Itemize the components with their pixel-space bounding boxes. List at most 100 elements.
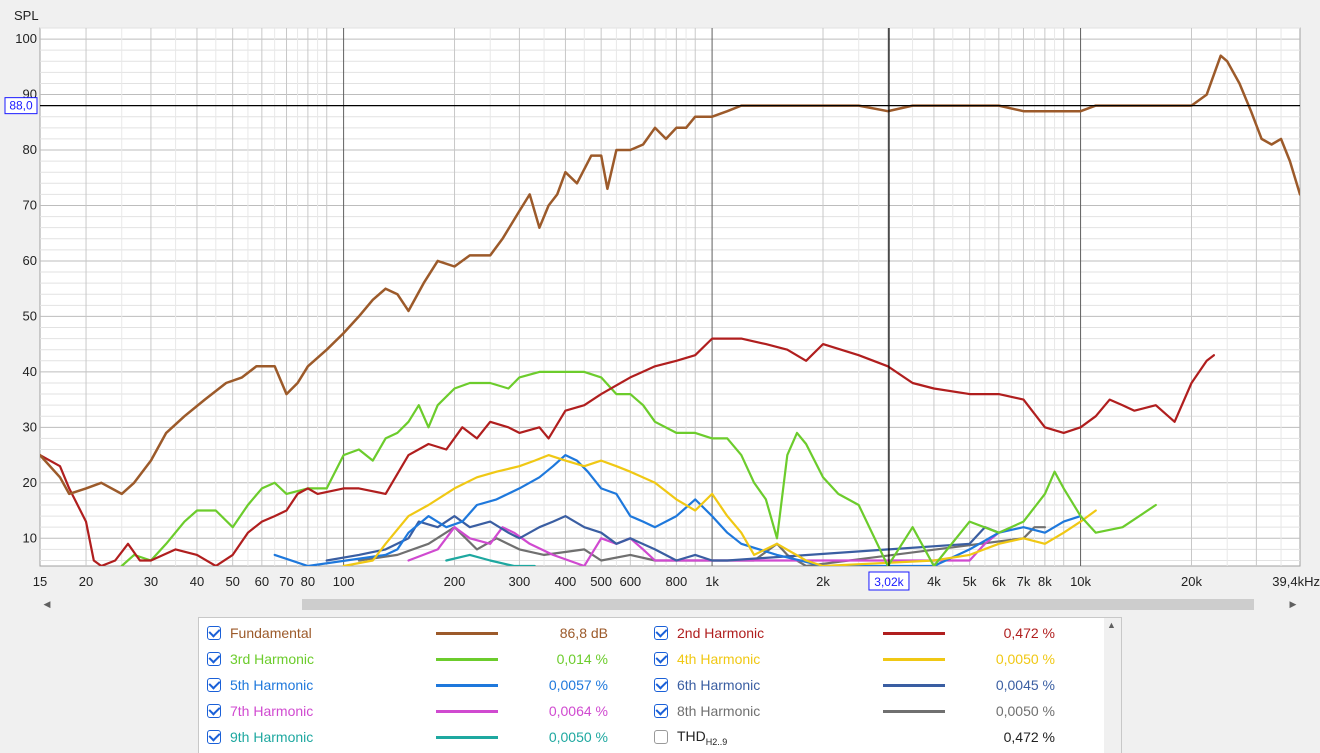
scroll-right-icon[interactable]: ▶ bbox=[1289, 599, 1297, 609]
x-tick-label: 600 bbox=[619, 574, 641, 589]
x-tick-label: 6k bbox=[992, 574, 1006, 589]
legend-checkbox[interactable] bbox=[207, 652, 221, 666]
x-tick-label: 8k bbox=[1038, 574, 1052, 589]
legend-swatch bbox=[883, 736, 945, 739]
legend-swatch bbox=[436, 709, 498, 713]
legend-swatch bbox=[883, 657, 945, 661]
legend-checkbox[interactable] bbox=[654, 626, 668, 640]
legend-swatch bbox=[436, 657, 498, 661]
legend-swatch bbox=[436, 631, 498, 635]
legend-item-8th-harmonic[interactable]: 8th Harmonic 0,0050 % bbox=[654, 698, 1055, 724]
series-group bbox=[40, 54, 1300, 566]
legend-label: 4th Harmonic bbox=[677, 651, 761, 667]
y-tick-label: 100 bbox=[15, 31, 37, 46]
scroll-up-icon[interactable]: ▲ bbox=[1107, 620, 1116, 630]
scroll-thumb[interactable] bbox=[302, 599, 1254, 610]
y-tick-label: 20 bbox=[23, 475, 37, 490]
legend-item-9th-harmonic[interactable]: 9th Harmonic 0,0050 % bbox=[207, 724, 608, 750]
y-tick-label: 60 bbox=[23, 253, 37, 268]
legend-swatch bbox=[883, 709, 945, 713]
legend-checkbox[interactable] bbox=[207, 730, 221, 744]
y-tick-label: 30 bbox=[23, 419, 37, 434]
legend-item-fundamental[interactable]: Fundamental 86,8 dB bbox=[207, 620, 608, 646]
cursor-x-readout: 3,02k bbox=[874, 575, 904, 589]
x-tick-label: 1k bbox=[705, 574, 719, 589]
horizontal-scrollbar[interactable]: ◀ ▶ bbox=[40, 597, 1300, 612]
x-tick-label: 15 bbox=[33, 574, 47, 589]
legend-value: 0,0045 % bbox=[995, 677, 1055, 693]
x-tick-label: 800 bbox=[666, 574, 688, 589]
legend-label: 9th Harmonic bbox=[230, 729, 314, 745]
x-tick-label: 30 bbox=[144, 574, 158, 589]
legend-label: 5th Harmonic bbox=[230, 677, 314, 693]
legend-checkbox[interactable] bbox=[654, 730, 668, 744]
legend-checkbox[interactable] bbox=[207, 626, 221, 640]
legend-item-3rd-harmonic[interactable]: 3rd Harmonic 0,014 % bbox=[207, 646, 608, 672]
cursor-y-readout: 88,0 bbox=[9, 99, 33, 113]
x-tick-label: 39,4kHz bbox=[1272, 574, 1320, 589]
legend-item-7th-harmonic[interactable]: 7th Harmonic 0,0064 % bbox=[207, 698, 608, 724]
series-line-9th-harmonic bbox=[445, 553, 536, 566]
x-tick-label: 400 bbox=[555, 574, 577, 589]
legend-value: 0,472 % bbox=[1003, 625, 1055, 641]
series-line-4th-harmonic bbox=[342, 454, 1097, 566]
legend-item-6th-harmonic[interactable]: 6th Harmonic 0,0045 % bbox=[654, 672, 1055, 698]
cursor-x-readout-box bbox=[868, 571, 910, 591]
legend-panel: Fundamental 86,8 dB 2nd Harmonic 0,472 % 3rd… bbox=[198, 617, 1122, 753]
legend-item-5th-harmonic[interactable]: 5th Harmonic 0,0057 % bbox=[207, 672, 608, 698]
legend-label: 2nd Harmonic bbox=[677, 625, 765, 641]
scroll-left-icon[interactable]: ◀ bbox=[43, 599, 51, 609]
x-tick-label: 300 bbox=[509, 574, 531, 589]
legend-label: 7th Harmonic bbox=[230, 703, 314, 719]
legend-checkbox[interactable] bbox=[207, 678, 221, 692]
x-tick-label: 40 bbox=[190, 574, 204, 589]
legend-checkbox[interactable] bbox=[654, 678, 668, 692]
legend-label: 8th Harmonic bbox=[677, 703, 761, 719]
x-tick-label: 200 bbox=[444, 574, 466, 589]
legend-value: 0,0057 % bbox=[548, 677, 608, 693]
legend-value: 0,472 % bbox=[1003, 729, 1055, 745]
x-tick-label: 2k bbox=[816, 574, 830, 589]
y-tick-label: 70 bbox=[23, 197, 37, 212]
legend-item-4th-harmonic[interactable]: 4th Harmonic 0,0050 % bbox=[654, 646, 1055, 672]
x-tick-label: 500 bbox=[590, 574, 612, 589]
x-tick-label: 50 bbox=[225, 574, 239, 589]
x-tick-label: 100 bbox=[333, 574, 355, 589]
x-tick-label: 60 bbox=[255, 574, 269, 589]
legend-checkbox[interactable] bbox=[654, 704, 668, 718]
series-line-5th-harmonic bbox=[273, 454, 1082, 566]
legend-item-thd[interactable]: THDH2..9 0,472 % bbox=[654, 724, 1055, 750]
series-line-7th-harmonic bbox=[407, 526, 1013, 566]
x-tick-label: 20k bbox=[1181, 574, 1202, 589]
legend-item-2nd-harmonic[interactable]: 2nd Harmonic 0,472 % bbox=[654, 620, 1055, 646]
x-tick-label: 80 bbox=[301, 574, 315, 589]
y-tick-label: 10 bbox=[23, 530, 37, 545]
legend-value: 0,0050 % bbox=[548, 729, 608, 745]
x-tick-label: 4k bbox=[927, 574, 941, 589]
legend-swatch bbox=[883, 631, 945, 635]
series-line-fundamental bbox=[40, 54, 1300, 496]
y-tick-label: 80 bbox=[23, 142, 37, 157]
x-tick-label: 10k bbox=[1070, 574, 1091, 589]
legend-scrollbar[interactable]: ▲ bbox=[1104, 618, 1121, 753]
legend-label: THDH2..9 bbox=[677, 727, 728, 747]
legend-swatch bbox=[436, 683, 498, 687]
cursor-y-readout-box bbox=[4, 97, 38, 115]
legend-checkbox[interactable] bbox=[207, 704, 221, 718]
x-tick-label: 70 bbox=[279, 574, 293, 589]
legend-value: 86,8 dB bbox=[559, 625, 608, 641]
legend-label: Fundamental bbox=[230, 625, 312, 641]
legend-swatch bbox=[436, 735, 498, 739]
x-tick-label: 5k bbox=[963, 574, 977, 589]
y-tick-label: 40 bbox=[23, 364, 37, 379]
legend-label: 3rd Harmonic bbox=[230, 651, 315, 667]
legend-value: 0,014 % bbox=[556, 651, 608, 667]
legend-value: 0,0064 % bbox=[548, 703, 608, 719]
legend-checkbox[interactable] bbox=[654, 652, 668, 666]
y-axis-label: SPL bbox=[14, 8, 39, 23]
y-tick-label: 50 bbox=[23, 308, 37, 323]
x-tick-label: 20 bbox=[79, 574, 93, 589]
series-line-2nd-harmonic bbox=[40, 337, 1215, 566]
series-line-3rd-harmonic bbox=[120, 370, 1157, 566]
